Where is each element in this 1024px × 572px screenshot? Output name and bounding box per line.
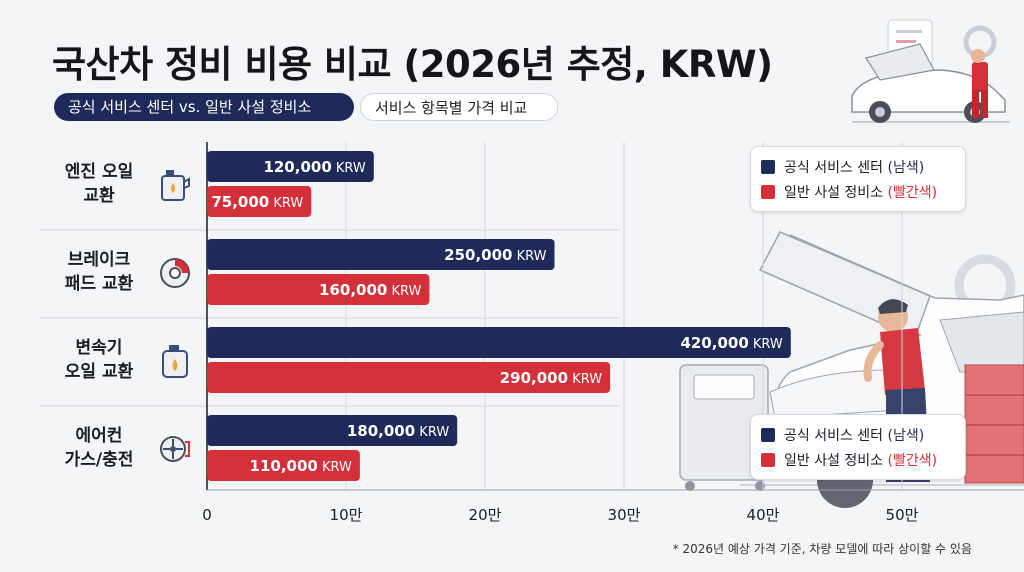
bar-value-label: 75,000 KRW bbox=[211, 193, 303, 211]
ac-fan-icon bbox=[160, 436, 190, 462]
bar-official bbox=[207, 415, 458, 446]
mechanic-car-illustration bbox=[679, 231, 1024, 508]
row-label-line2: 교환 bbox=[83, 186, 115, 206]
bar-private bbox=[207, 274, 430, 305]
row-label-line2: 패드 교환 bbox=[64, 274, 134, 294]
row-label-line1: 브레이크 bbox=[67, 250, 131, 270]
row-label-line1: 에어컨 bbox=[75, 426, 123, 446]
legend-bottom: 공식 서비스 센터 (남색) 일반 사설 정비소 (빨간색) bbox=[750, 414, 966, 480]
legend-label: 공식 서비스 센터 bbox=[784, 159, 884, 176]
row-label-transmission-oil: 변속기 오일 교환 bbox=[40, 336, 158, 384]
legend-swatch-private bbox=[761, 452, 775, 467]
transmission-oil-icon bbox=[162, 345, 188, 378]
legend-item-private: 일반 사설 정비소 (빨간색) bbox=[761, 179, 955, 204]
row-label-line2: 가스/충전 bbox=[64, 450, 134, 470]
legend-label: 일반 사설 정비소 bbox=[784, 184, 884, 201]
footnote: * 2026년 예상 가격 기준, 차량 모델에 따라 상이할 수 있음 bbox=[672, 542, 972, 556]
bar-official bbox=[207, 151, 374, 182]
legend-swatch-official bbox=[761, 159, 775, 174]
x-tick-label: 20만 bbox=[469, 506, 502, 524]
legend-note: (빨간색) bbox=[887, 452, 938, 469]
x-tick-label: 50만 bbox=[886, 506, 919, 524]
row-label-line2: 오일 교환 bbox=[64, 362, 134, 382]
bar-value-label: 160,000 KRW bbox=[319, 281, 421, 299]
bar-value-label: 180,000 KRW bbox=[347, 422, 449, 440]
comparison-tag: 공식 서비스 센터 vs. 일반 사설 정비소 bbox=[54, 93, 354, 121]
legend-label: 공식 서비스 센터 bbox=[784, 427, 884, 444]
bar-value-label: 110,000 KRW bbox=[250, 457, 352, 475]
row-label-engine-oil: 엔진 오일 교환 bbox=[40, 160, 158, 208]
bar-value-label: 290,000 KRW bbox=[500, 369, 602, 387]
subtitle-tag: 서비스 항목별 가격 비교 bbox=[360, 93, 558, 121]
legend-item-private: 일반 사설 정비소 (빨간색) bbox=[761, 447, 955, 472]
bar-value-label: 120,000 KRW bbox=[263, 158, 365, 176]
oil-can-icon bbox=[161, 170, 190, 201]
row-label-line1: 변속기 bbox=[75, 338, 123, 358]
bar-official bbox=[207, 239, 555, 270]
bar-private bbox=[207, 362, 611, 393]
legend-note: (남색) bbox=[887, 427, 925, 444]
bar-private bbox=[207, 450, 360, 481]
legend-swatch-official bbox=[761, 427, 775, 442]
brake-disc-icon bbox=[160, 258, 190, 288]
row-label-line1: 엔진 오일 bbox=[64, 162, 134, 182]
legend-item-official: 공식 서비스 센터 (남색) bbox=[761, 422, 955, 447]
top-car-illustration bbox=[851, 19, 1010, 123]
x-tick-label: 30만 bbox=[608, 506, 641, 524]
bar-value-label: 250,000 KRW bbox=[444, 246, 546, 264]
x-tick-label: 40만 bbox=[747, 506, 780, 524]
legend-note: (남색) bbox=[887, 159, 925, 176]
legend-note: (빨간색) bbox=[887, 184, 938, 201]
bar-value-label: 420,000 KRW bbox=[680, 334, 782, 352]
bar-official bbox=[207, 327, 791, 358]
row-label-brake-pad: 브레이크 패드 교환 bbox=[40, 248, 158, 296]
legend-item-official: 공식 서비스 센터 (남색) bbox=[761, 154, 955, 179]
legend-label: 일반 사설 정비소 bbox=[784, 452, 884, 469]
legend-top: 공식 서비스 센터 (남색) 일반 사설 정비소 (빨간색) bbox=[750, 146, 966, 212]
page-title: 국산차 정비 비용 비교 (2026년 추정, KRW) bbox=[52, 43, 773, 86]
x-tick-label: 0 bbox=[202, 506, 212, 524]
legend-swatch-private bbox=[761, 184, 775, 199]
row-label-ac-gas: 에어컨 가스/충전 bbox=[40, 424, 158, 472]
x-tick-label: 10만 bbox=[330, 506, 363, 524]
bar-private bbox=[207, 186, 312, 217]
